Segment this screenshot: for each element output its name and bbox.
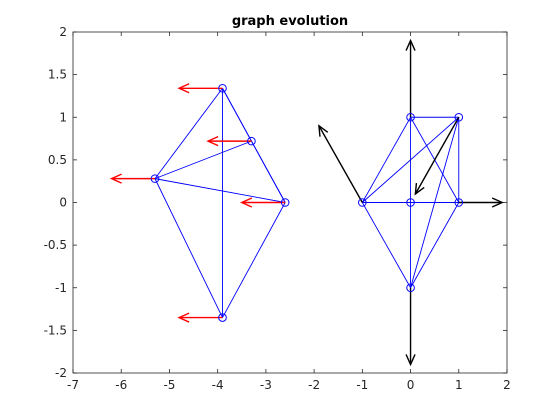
- graph-edge: [361, 202, 411, 288]
- vector-arrowhead: [318, 124, 329, 137]
- graph-node: [406, 112, 415, 122]
- x-tick-label: -2: [308, 378, 320, 392]
- x-tick-label: 0: [407, 378, 415, 392]
- x-tick-label: -3: [260, 378, 272, 392]
- y-tick-label: 2: [59, 25, 67, 39]
- graph-node: [247, 136, 256, 146]
- vector-arrowhead: [491, 197, 504, 208]
- graph-edge: [154, 140, 252, 180]
- y-tick-label: 1: [59, 110, 67, 124]
- graph-node: [406, 283, 415, 293]
- chart-title: graph evolution: [232, 14, 348, 29]
- graph-nodes: [150, 83, 464, 322]
- x-tick-label: 2: [503, 378, 511, 392]
- vector-shaft: [318, 125, 363, 203]
- vector-arrowhead: [177, 83, 190, 94]
- vector-arrowhead: [405, 354, 416, 367]
- y-tick-label: 0: [59, 196, 67, 210]
- graph-edges: [154, 87, 460, 318]
- axis-ticks: -7 -6 -5 -4 -3 -2 -1 0 1 2 -2 -1.5 -1 -0.5 0 0.5 1 1.5 2: [44, 25, 511, 392]
- graph-edge: [410, 202, 460, 288]
- graph-node: [280, 198, 290, 207]
- graph-edge: [222, 202, 286, 318]
- vector-arrowhead: [405, 38, 416, 51]
- x-tick-label: -1: [356, 378, 368, 392]
- graph-edge: [251, 140, 286, 203]
- graph-edge: [362, 116, 460, 203]
- x-tick-label: -6: [115, 378, 127, 392]
- y-tick-label: 0.5: [48, 153, 67, 167]
- x-tick-label: 1: [455, 378, 463, 392]
- vector-arrowhead: [240, 197, 253, 208]
- graph-node: [218, 313, 227, 322]
- vector-arrowhead: [414, 182, 425, 196]
- graph-node: [218, 83, 227, 93]
- x-tick-label: -5: [163, 378, 175, 392]
- vector-shaft: [414, 116, 460, 195]
- y-tick-label: -2: [55, 366, 67, 380]
- vector-arrowhead: [206, 135, 219, 147]
- x-tick-label: -7: [67, 378, 79, 392]
- y-tick-label: -0.5: [44, 238, 67, 252]
- graph-edge: [154, 87, 223, 179]
- graph-vectors: [109, 38, 504, 367]
- graph-node: [454, 112, 464, 122]
- graph-edge: [154, 178, 286, 203]
- y-tick-label: 1.5: [48, 68, 67, 82]
- vector-arrowhead: [177, 312, 190, 323]
- graph-edge: [361, 117, 411, 203]
- graph-node: [406, 198, 415, 207]
- graph-node: [454, 198, 464, 207]
- vector-arrowhead: [109, 173, 122, 184]
- graph-node: [358, 198, 367, 207]
- x-tick-label: -4: [212, 378, 224, 392]
- y-tick-label: -1: [55, 281, 67, 295]
- y-tick-label: -1.5: [44, 323, 67, 337]
- graph-node: [150, 174, 160, 183]
- graph-edge: [154, 178, 223, 318]
